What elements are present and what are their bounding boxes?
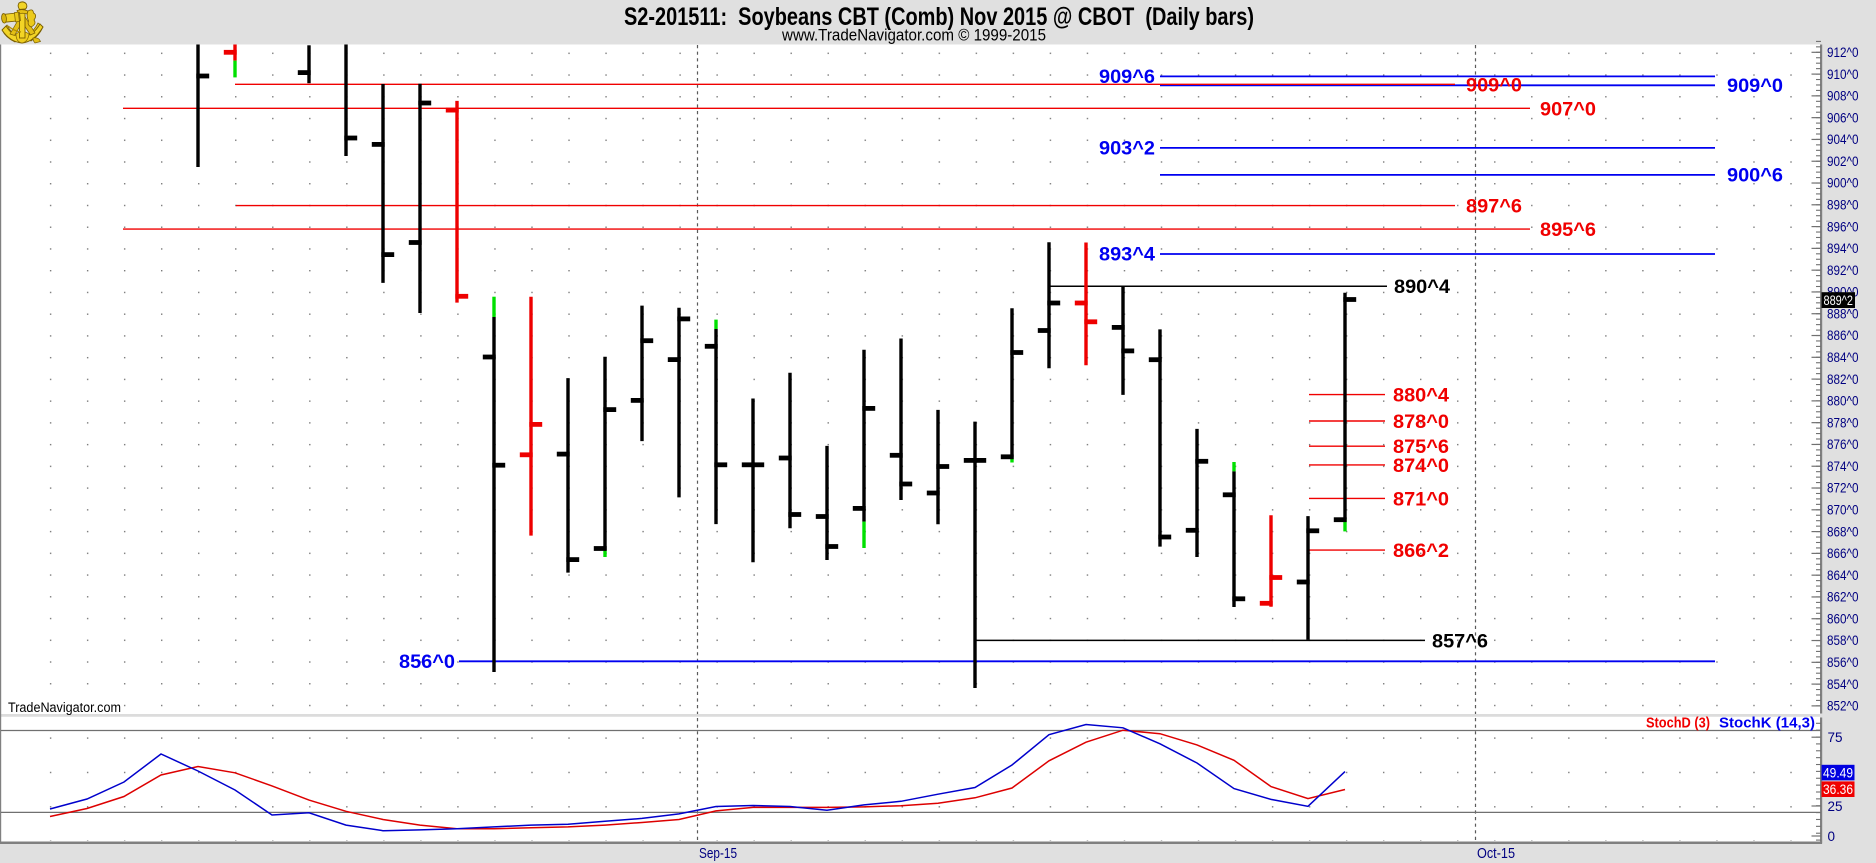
svg-text:890^4: 890^4 xyxy=(1394,277,1450,298)
svg-text:25: 25 xyxy=(1828,799,1843,814)
svg-text:892^0: 892^0 xyxy=(1827,263,1859,278)
svg-text:876^0: 876^0 xyxy=(1827,437,1859,452)
svg-text:906^0: 906^0 xyxy=(1827,110,1859,125)
svg-text:860^0: 860^0 xyxy=(1827,611,1859,626)
svg-text:854^0: 854^0 xyxy=(1827,677,1859,692)
svg-text:866^2: 866^2 xyxy=(1393,541,1449,562)
svg-text:StochD (3): StochD (3) xyxy=(1646,715,1710,732)
svg-text:75: 75 xyxy=(1828,730,1843,745)
svg-text:852^0: 852^0 xyxy=(1827,699,1859,714)
svg-text:Oct-15: Oct-15 xyxy=(1477,845,1515,862)
svg-text:TradeNavigator.com: TradeNavigator.com xyxy=(8,700,121,715)
svg-text:900^6: 900^6 xyxy=(1727,165,1783,186)
svg-text:880^4: 880^4 xyxy=(1393,386,1449,407)
svg-text:884^0: 884^0 xyxy=(1827,350,1859,365)
svg-text:875^6: 875^6 xyxy=(1393,437,1449,458)
svg-text:909^0: 909^0 xyxy=(1466,75,1522,96)
svg-text:Sep-15: Sep-15 xyxy=(699,845,737,862)
svg-text:862^0: 862^0 xyxy=(1827,590,1859,605)
svg-text:874^0: 874^0 xyxy=(1393,456,1449,477)
svg-text:888^0: 888^0 xyxy=(1827,306,1859,321)
svg-text:0: 0 xyxy=(1828,829,1836,844)
svg-text:36.36: 36.36 xyxy=(1823,782,1853,797)
svg-text:894^0: 894^0 xyxy=(1827,241,1859,256)
svg-text:866^0: 866^0 xyxy=(1827,546,1859,561)
svg-text:878^0: 878^0 xyxy=(1827,415,1859,430)
svg-text:49.49: 49.49 xyxy=(1823,766,1853,781)
svg-text:912^0: 912^0 xyxy=(1827,45,1859,60)
svg-text:909^0: 909^0 xyxy=(1727,76,1783,97)
svg-text:908^0: 908^0 xyxy=(1827,89,1859,104)
svg-text:910^0: 910^0 xyxy=(1827,67,1859,82)
svg-text:870^0: 870^0 xyxy=(1827,503,1859,518)
svg-text:909^6: 909^6 xyxy=(1099,67,1155,88)
svg-text:889^2: 889^2 xyxy=(1824,293,1854,308)
svg-text:878^0: 878^0 xyxy=(1393,412,1449,433)
svg-text:www.TradeNavigator.com © 1999-: www.TradeNavigator.com © 1999-2015 xyxy=(781,27,1046,45)
svg-text:895^6: 895^6 xyxy=(1540,220,1596,241)
svg-text:856^0: 856^0 xyxy=(399,652,455,673)
svg-text:898^0: 898^0 xyxy=(1827,198,1859,213)
svg-text:896^0: 896^0 xyxy=(1827,219,1859,234)
svg-text:882^0: 882^0 xyxy=(1827,372,1859,387)
svg-text:897^6: 897^6 xyxy=(1466,197,1522,218)
svg-text:900^0: 900^0 xyxy=(1827,176,1859,191)
svg-text:893^4: 893^4 xyxy=(1099,245,1155,266)
svg-text:907^0: 907^0 xyxy=(1540,99,1596,120)
svg-text:871^0: 871^0 xyxy=(1393,489,1449,510)
svg-text:903^2: 903^2 xyxy=(1099,138,1155,159)
svg-text:864^0: 864^0 xyxy=(1827,568,1859,583)
svg-text:874^0: 874^0 xyxy=(1827,459,1859,474)
svg-text:856^0: 856^0 xyxy=(1827,655,1859,670)
svg-text:858^0: 858^0 xyxy=(1827,633,1859,648)
svg-text:StochK (14,3): StochK (14,3) xyxy=(1719,715,1815,732)
svg-text:872^0: 872^0 xyxy=(1827,481,1859,496)
svg-text:904^0: 904^0 xyxy=(1827,132,1859,147)
svg-text:S2-201511: Soybeans CBT (Comb: S2-201511: Soybeans CBT (Comb) Nov 2015 … xyxy=(624,3,1254,31)
svg-text:886^0: 886^0 xyxy=(1827,328,1859,343)
svg-text:868^0: 868^0 xyxy=(1827,524,1859,539)
svg-text:880^0: 880^0 xyxy=(1827,394,1859,409)
svg-text:857^6: 857^6 xyxy=(1432,631,1488,652)
svg-text:902^0: 902^0 xyxy=(1827,154,1859,169)
